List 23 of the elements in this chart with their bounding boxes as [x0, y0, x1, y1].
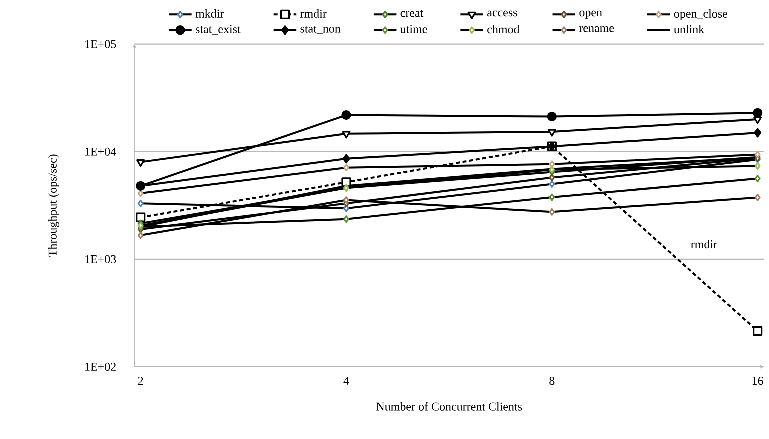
y-tick-label: 1E+05	[86, 40, 116, 48]
legend-label: access	[488, 10, 518, 17]
legend-label: rmdir	[300, 10, 327, 18]
x-tick-label: 2	[138, 377, 144, 385]
x-tick-label: 16	[752, 377, 764, 386]
y-tick-label: 1E+03	[86, 255, 116, 264]
legend-label: stat_non	[300, 26, 341, 34]
legend-label: unlink	[674, 25, 705, 34]
legend-label: open	[580, 10, 602, 20]
x-axis-title: Number of Concurrent Clients	[376, 402, 522, 411]
legend-label: open_close	[674, 10, 728, 20]
legend-label: stat_exist	[196, 25, 241, 35]
annotation: rmdir	[691, 240, 718, 249]
y-tick-label: 1E+02	[86, 362, 116, 372]
x-tick-label: 8	[550, 377, 555, 386]
legend-label: chmod	[488, 25, 520, 34]
legend-label: rename	[579, 26, 614, 32]
legend-label: creat	[400, 10, 424, 18]
y-tick-label: 1E+04	[86, 148, 116, 156]
legend-label: mkdir	[196, 10, 224, 18]
y-axis-title: Throughput (ops/sec)	[48, 154, 60, 257]
x-tick-label: 4	[344, 377, 350, 385]
legend-label: utime	[400, 25, 428, 34]
